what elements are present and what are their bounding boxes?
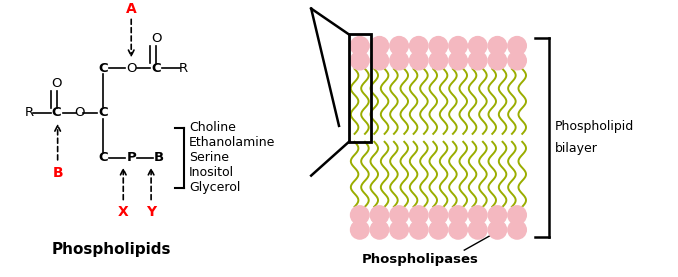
Text: O: O: [151, 32, 161, 45]
Circle shape: [410, 37, 428, 55]
Circle shape: [488, 51, 506, 70]
Text: Choline: Choline: [189, 121, 236, 134]
Text: Phospholipids: Phospholipids: [52, 242, 171, 257]
Circle shape: [508, 51, 526, 70]
Text: Serine: Serine: [189, 151, 229, 164]
Circle shape: [429, 51, 447, 70]
Circle shape: [429, 37, 447, 55]
Circle shape: [508, 37, 526, 55]
Bar: [349, 34, 371, 142]
Circle shape: [488, 206, 506, 224]
Circle shape: [429, 220, 447, 239]
Circle shape: [449, 220, 467, 239]
Circle shape: [351, 206, 369, 224]
Circle shape: [468, 37, 487, 55]
Text: Phospholipid: Phospholipid: [555, 120, 634, 134]
Text: R: R: [178, 62, 188, 75]
Circle shape: [370, 51, 388, 70]
Text: C: C: [98, 106, 108, 119]
Circle shape: [468, 220, 487, 239]
Text: B: B: [52, 166, 63, 179]
Text: Inositol: Inositol: [189, 166, 234, 179]
Text: Glycerol: Glycerol: [189, 181, 240, 194]
Circle shape: [351, 220, 369, 239]
Text: O: O: [75, 106, 85, 119]
Text: C: C: [98, 62, 108, 75]
Circle shape: [370, 220, 388, 239]
Circle shape: [508, 220, 526, 239]
Circle shape: [488, 220, 506, 239]
Circle shape: [390, 220, 408, 239]
Text: R: R: [25, 106, 35, 119]
Circle shape: [390, 206, 408, 224]
Text: Ethanolamine: Ethanolamine: [189, 136, 275, 149]
Circle shape: [508, 206, 526, 224]
Circle shape: [410, 220, 428, 239]
Circle shape: [449, 37, 467, 55]
Text: A: A: [126, 2, 136, 16]
Circle shape: [410, 51, 428, 70]
Text: B: B: [154, 151, 164, 164]
Circle shape: [410, 206, 428, 224]
Circle shape: [429, 206, 447, 224]
Text: bilayer: bilayer: [555, 142, 597, 155]
Circle shape: [390, 51, 408, 70]
Text: C: C: [98, 151, 108, 164]
Circle shape: [351, 37, 369, 55]
Text: Phospholipases: Phospholipases: [362, 253, 479, 266]
Text: O: O: [52, 77, 62, 90]
Circle shape: [468, 206, 487, 224]
Circle shape: [488, 37, 506, 55]
Circle shape: [351, 51, 369, 70]
Circle shape: [390, 37, 408, 55]
Circle shape: [449, 206, 467, 224]
Text: C: C: [52, 106, 62, 119]
Text: X: X: [118, 205, 129, 219]
Text: O: O: [126, 62, 136, 75]
Circle shape: [449, 51, 467, 70]
Text: C: C: [151, 62, 161, 75]
Circle shape: [370, 206, 388, 224]
Text: P: P: [126, 151, 136, 164]
Circle shape: [370, 37, 388, 55]
Text: Y: Y: [146, 205, 156, 219]
Circle shape: [468, 51, 487, 70]
